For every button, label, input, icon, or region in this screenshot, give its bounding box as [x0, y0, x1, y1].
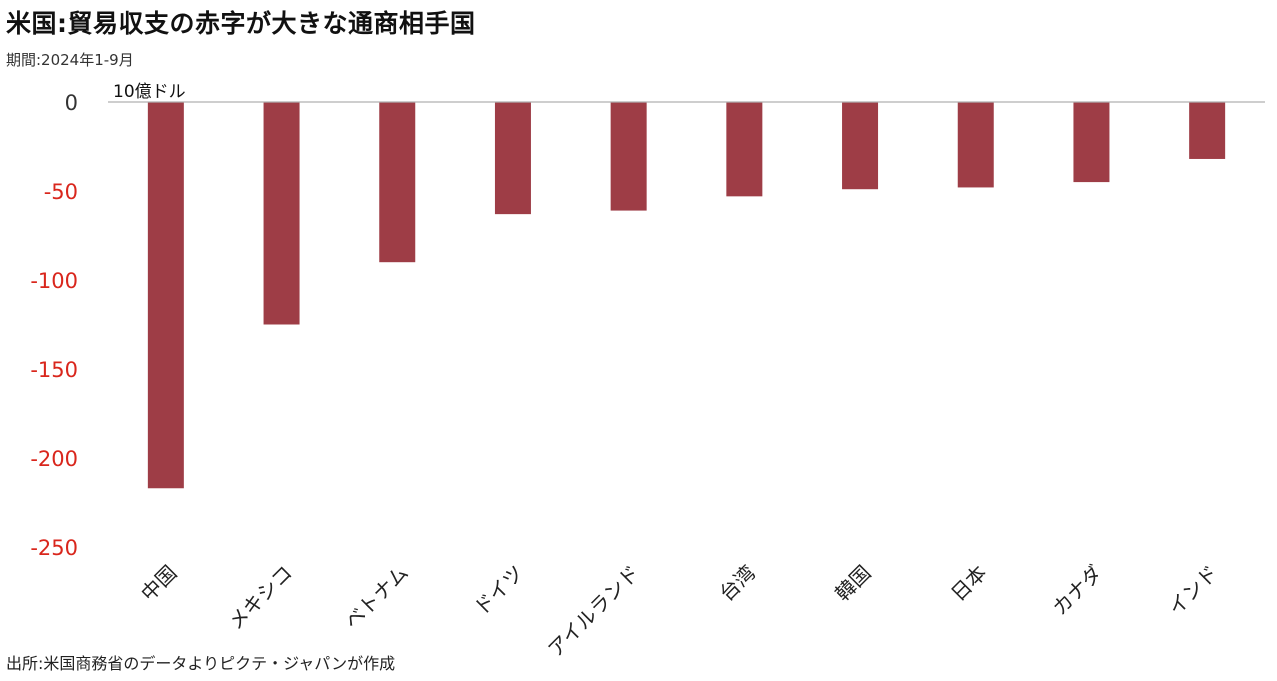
y-tick-label: -250	[30, 536, 78, 560]
y-tick-label: -200	[30, 447, 78, 471]
x-tick-label: 中国	[136, 561, 181, 606]
y-axis-unit-label: 10億ドル	[113, 82, 186, 102]
x-tick-label: カナダ	[1048, 561, 1107, 620]
x-tick-label: 台湾	[715, 561, 760, 606]
x-tick-label: メキシコ	[224, 561, 298, 635]
x-tick-label: 日本	[946, 561, 991, 606]
bar	[147, 102, 184, 489]
bar	[1073, 102, 1110, 183]
y-tick-label: -100	[30, 269, 78, 293]
x-tick-label: ドイツ	[469, 561, 528, 620]
y-tick-label: -50	[44, 180, 78, 204]
bar	[263, 102, 300, 325]
x-tick-label: 韓国	[830, 561, 875, 606]
y-tick-label: -150	[30, 358, 78, 382]
y-tick-label: 0	[65, 91, 78, 115]
x-tick-label: アイルランド	[543, 561, 644, 662]
bar	[494, 102, 531, 215]
bar	[726, 102, 763, 197]
source-note: 出所:米国商務省のデータよりピクテ・ジャパンが作成	[6, 654, 396, 673]
chart-title: 米国:貿易収支の赤字が大きな通商相手国	[6, 9, 476, 38]
bar	[957, 102, 994, 188]
x-tick-label: ベトナム	[340, 561, 413, 634]
bar	[610, 102, 647, 211]
bar	[842, 102, 879, 190]
bar	[379, 102, 416, 263]
x-tick-label: インド	[1163, 561, 1222, 620]
bar	[1189, 102, 1226, 159]
chart-subtitle: 期間:2024年1-9月	[6, 51, 134, 69]
